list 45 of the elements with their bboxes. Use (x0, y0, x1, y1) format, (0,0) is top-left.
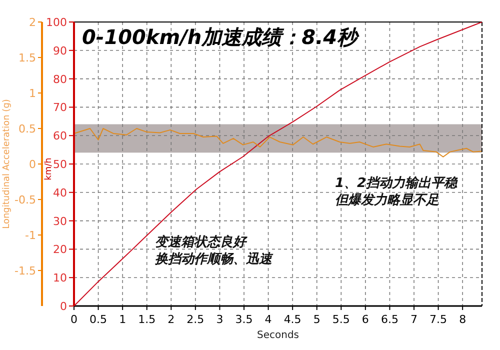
annotation: 1、2挡动力输出平稳 (335, 176, 458, 191)
y-tick-label: 100 (46, 16, 67, 29)
x-tick-label: 7.5 (430, 313, 448, 326)
y-tick-label: 20 (53, 243, 67, 256)
y2-tick-label: -1.5 (14, 264, 36, 278)
y-tick-label: 70 (53, 101, 67, 114)
x-tick-label: 6.5 (380, 313, 398, 326)
y2-tick-label: 0.5 (18, 122, 36, 136)
x-tick-label: 2.5 (186, 313, 204, 326)
y-tick-label: 80 (53, 72, 67, 86)
x-tick-label: 4 (264, 313, 272, 326)
y2-tick-label: -1 (25, 229, 36, 242)
y-tick-label: 40 (53, 186, 67, 200)
y2-tick-label: 1 (29, 87, 36, 100)
x-tick-label: 7 (410, 313, 418, 326)
y-tick-label: 60 (53, 130, 67, 143)
y-tick-label: 50 (53, 158, 67, 171)
y-tick-label: 30 (53, 214, 67, 228)
x-axis-title: Seconds (256, 330, 300, 341)
x-tick-label: 1.5 (138, 313, 156, 326)
x-tick-label: 4.5 (284, 313, 302, 326)
x-tick-label: 2 (168, 313, 175, 326)
y-tick-label: 90 (53, 44, 67, 58)
chart-title: 0-100km/h加速成绩：8.4秒 (82, 25, 360, 49)
x-tick-label: 6 (362, 313, 369, 326)
y2-tick-label: 2 (29, 16, 36, 29)
y-tick-label: 0 (60, 300, 67, 313)
y2-tick-label: 0 (29, 158, 36, 171)
y2-tick-label: -0.5 (14, 194, 36, 206)
annotation: 但爆发力略显不足 (335, 193, 439, 208)
y2-tick-label: 1.5 (18, 52, 36, 64)
y-axis-title: km/h (44, 158, 54, 180)
line-series (74, 128, 482, 158)
x-tick-label: 3.5 (235, 313, 253, 326)
x-tick-label: 5 (313, 313, 320, 326)
x-tick-label: 0 (70, 313, 78, 326)
annotation: 换挡动作顺畅、迅速 (154, 251, 274, 267)
x-tick-label: 5.5 (332, 313, 350, 326)
y-tick-label: 10 (53, 272, 67, 285)
x-tick-label: 1 (119, 313, 126, 326)
x-tick-label: 8 (459, 313, 466, 326)
x-tick-label: 3 (216, 313, 224, 326)
annotation: 变速箱状态良好 (155, 234, 248, 250)
x-tick-label: 0.5 (90, 313, 108, 326)
y2-axis-title: Longitudinal Acceleration (g) (2, 99, 12, 229)
